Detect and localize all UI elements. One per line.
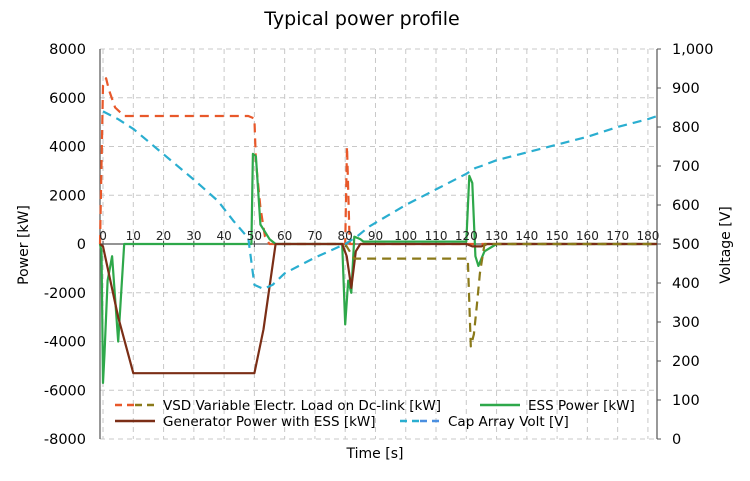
x-tick-label: 10 <box>126 229 141 243</box>
y-tick-label: 4000 <box>49 140 86 156</box>
x-tick-label: 30 <box>186 229 201 243</box>
series-line-3 <box>344 242 657 348</box>
y-tick-label: -8000 <box>44 432 86 448</box>
legend-label: Generator Power with ESS [kW] <box>163 414 376 430</box>
legend-label: ESS Power [kW] <box>528 398 635 414</box>
y2-tick-label: 800 <box>672 120 700 136</box>
x-tick-label: 120 <box>455 229 478 243</box>
y2-tick-label: 400 <box>672 276 700 292</box>
legend-item: Generator Power with ESS [kW] <box>115 414 376 430</box>
y2-tick-label: 1,000 <box>672 42 714 58</box>
x-axis-label: Time [s] <box>346 446 404 462</box>
y2-tick-label: 900 <box>672 81 700 97</box>
x-tick-label: 160 <box>576 229 599 243</box>
legend-label: VSD Variable Electr. Load on Dc-link [kW… <box>163 398 441 414</box>
x-tick-label: 40 <box>216 229 231 243</box>
legend-item: Cap Array Volt [V] <box>400 414 569 430</box>
x-tick-label: 140 <box>515 229 538 243</box>
y2-tick-label: 500 <box>672 237 700 253</box>
data-series <box>98 77 658 384</box>
y-tick-label: -2000 <box>44 286 86 302</box>
x-tick-label: 170 <box>606 229 629 243</box>
x-tick-label: 150 <box>546 229 569 243</box>
legend-item: VSD Variable Electr. Load on Dc-link [kW… <box>115 398 441 414</box>
legend-label: Cap Array Volt [V] <box>448 414 569 430</box>
x-tick-label: 90 <box>368 229 383 243</box>
series-line-4 <box>102 110 658 290</box>
x-tick-label: 180 <box>636 229 659 243</box>
x-tick-label: 60 <box>277 229 292 243</box>
x-tick-label: 100 <box>394 229 417 243</box>
x-tick-label: 50 <box>247 229 262 243</box>
y-axis-label: Power [kW] <box>16 205 32 285</box>
y2-tick-label: 100 <box>672 393 700 409</box>
x-tick-label: 80 <box>338 229 353 243</box>
y2-tick-label: 200 <box>672 354 700 370</box>
y-tick-label: -4000 <box>44 335 86 351</box>
x-tick-label: 130 <box>485 229 508 243</box>
legend-item: ESS Power [kW] <box>480 398 635 414</box>
y2-tick-label: 700 <box>672 159 700 175</box>
y2-tick-label: 300 <box>672 315 700 331</box>
y2-tick-label: 0 <box>672 432 681 448</box>
y-tick-label: 0 <box>77 237 86 253</box>
y-tick-label: 6000 <box>49 91 86 107</box>
x-tick-labels: 0 10 20 30 40 50 60 70 80 90 100 110 120 130 140 150 160… <box>99 229 659 243</box>
series-line-0 <box>98 77 657 246</box>
chart-title: Typical power profile <box>263 8 459 30</box>
x-tick-label: 70 <box>307 229 322 243</box>
y-tick-labels: 8000 6000 4000 2000 0 -2000 -4000 -6000 -8000 <box>44 42 86 448</box>
y-tick-label: -6000 <box>44 383 86 399</box>
y-tick-label: 8000 <box>49 42 86 58</box>
legend: VSD Variable Electr. Load on Dc-link [kW… <box>115 398 635 430</box>
series-line-2 <box>99 242 657 375</box>
y2-tick-label: 600 <box>672 198 700 214</box>
y-tick-label: 2000 <box>49 188 86 204</box>
x-tick-label: 0 <box>99 229 107 243</box>
y2-axis-label: Voltage [V] <box>718 206 734 283</box>
x-tick-label: 20 <box>156 229 171 243</box>
y2-tick-labels: 1,000 900 800 700 600 500 400 300 200 100 0 <box>672 42 714 448</box>
x-tick-label: 110 <box>425 229 448 243</box>
